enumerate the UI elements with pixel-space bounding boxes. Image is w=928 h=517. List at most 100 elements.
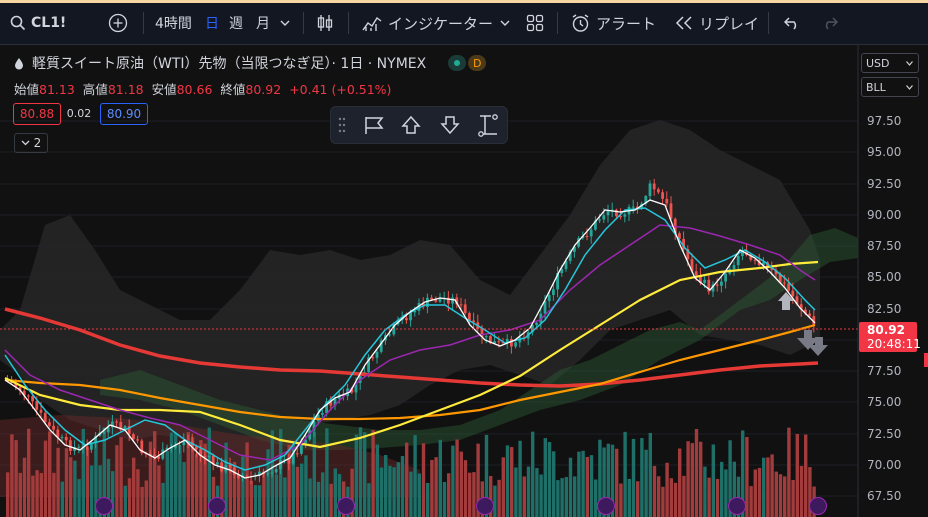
open-label: 始値 <box>14 82 40 97</box>
event-marker-icon[interactable] <box>476 497 494 515</box>
volume-bar <box>43 440 48 517</box>
volume-bar <box>384 455 388 517</box>
candle-body <box>258 471 261 476</box>
candle-body <box>648 183 652 197</box>
candle-body <box>379 340 383 352</box>
candle-body <box>430 297 433 300</box>
arrow-down-icon[interactable] <box>440 115 460 135</box>
flag-icon[interactable] <box>363 115 385 135</box>
volume-bar <box>720 461 724 517</box>
volume-bar <box>287 444 291 517</box>
volume-bar <box>136 469 140 517</box>
volume-bar <box>253 485 258 517</box>
buy-price-button[interactable]: 80.90 <box>100 103 148 125</box>
event-marker-icon[interactable] <box>809 497 827 515</box>
volume-bar <box>606 443 610 517</box>
volume-bar <box>48 431 52 517</box>
event-marker-icon[interactable] <box>208 497 226 515</box>
undo-button[interactable] <box>784 10 800 36</box>
candle-body <box>778 274 782 283</box>
volume-bar <box>757 467 762 517</box>
candle-body <box>598 219 601 221</box>
volume-bar <box>165 450 169 517</box>
event-marker-icon[interactable] <box>95 497 113 515</box>
unit-select[interactable]: BLL <box>861 77 919 97</box>
candle-body <box>14 382 18 388</box>
currency-value: USD <box>866 56 890 70</box>
templates-button[interactable] <box>526 10 544 36</box>
chart-type-button[interactable] <box>316 10 334 36</box>
volume-bar <box>392 467 396 517</box>
low-value: 80.66 <box>176 82 213 97</box>
candle-body <box>77 446 81 448</box>
volume-bar <box>552 451 556 517</box>
candle-body <box>804 309 807 314</box>
volume-bar <box>745 437 749 517</box>
volume-bar <box>652 465 657 517</box>
legend-collapse-button[interactable]: 2 <box>14 133 48 153</box>
volume-bar <box>535 468 539 517</box>
symbol-search[interactable]: CL1! <box>10 10 66 36</box>
volume-bar <box>337 474 342 517</box>
volume-bar <box>211 476 216 517</box>
volume-bar <box>707 477 711 517</box>
arrow-up-icon[interactable] <box>401 115 421 135</box>
drag-handle-icon[interactable] <box>338 117 346 133</box>
candle-body <box>703 279 706 283</box>
candle-body <box>497 341 501 343</box>
sell-arrow-markers <box>797 330 828 356</box>
delayed-badge[interactable]: D <box>468 55 487 71</box>
volume-bar <box>350 468 354 517</box>
interval-dropdown[interactable] <box>280 10 290 36</box>
divider <box>303 12 304 34</box>
redo-button[interactable] <box>822 10 838 36</box>
volume-bar <box>778 474 783 517</box>
candle-body <box>556 273 559 290</box>
price-range-icon[interactable] <box>477 113 501 137</box>
volume-bar <box>421 443 426 517</box>
candle-body <box>417 303 421 311</box>
interval-4h[interactable]: 4時間 <box>155 16 192 32</box>
volume-bar <box>178 446 182 517</box>
sell-price-button[interactable]: 80.88 <box>13 103 61 125</box>
spread-value: 0.02 <box>66 106 92 120</box>
volume-bar <box>610 444 615 517</box>
volume-bar <box>22 457 27 517</box>
candle-body <box>594 220 597 230</box>
replay-button[interactable]: リプレイ <box>675 10 759 36</box>
volume-bar <box>669 478 673 517</box>
compare-button[interactable] <box>108 10 128 36</box>
volume-bar <box>56 447 60 517</box>
volume-bar <box>581 450 585 517</box>
candle-body <box>132 434 135 440</box>
indicators-button[interactable]: インジケーター <box>362 10 493 36</box>
volume-bar <box>27 428 31 517</box>
volume-bar <box>501 457 505 517</box>
bar-countdown: 20:48:11 <box>867 337 921 351</box>
candle-body <box>182 440 186 446</box>
volume-bar <box>438 439 442 517</box>
volume-bar <box>589 455 594 517</box>
candle-body <box>577 238 580 247</box>
event-marker-icon[interactable] <box>728 497 746 515</box>
alert-button[interactable]: アラート <box>571 10 656 36</box>
indicators-dropdown[interactable] <box>500 10 510 36</box>
interval-month[interactable]: 月 <box>256 16 270 32</box>
price-chart[interactable] <box>0 45 928 517</box>
volume-bar <box>539 474 543 517</box>
volume-bar <box>249 480 253 517</box>
candle-body <box>35 401 39 410</box>
candle-body <box>585 236 589 238</box>
event-marker-icon[interactable] <box>597 497 615 515</box>
event-marker-icon[interactable] <box>337 497 355 515</box>
interval-week[interactable]: 週 <box>229 16 243 32</box>
chart-title[interactable]: 軽質スイート原油（WTI）先物（当限つなぎ足）· 1日 · NYMEX <box>32 56 427 72</box>
candle-body <box>73 447 76 451</box>
interval-day[interactable]: 日 <box>205 16 219 32</box>
candle-body <box>304 439 307 444</box>
market-status-dot <box>448 55 467 71</box>
currency-select[interactable]: USD <box>861 53 919 73</box>
change-value: +0.41 (+0.51%) <box>289 82 392 97</box>
volume-bar <box>602 447 606 517</box>
volume-bar <box>224 442 228 517</box>
